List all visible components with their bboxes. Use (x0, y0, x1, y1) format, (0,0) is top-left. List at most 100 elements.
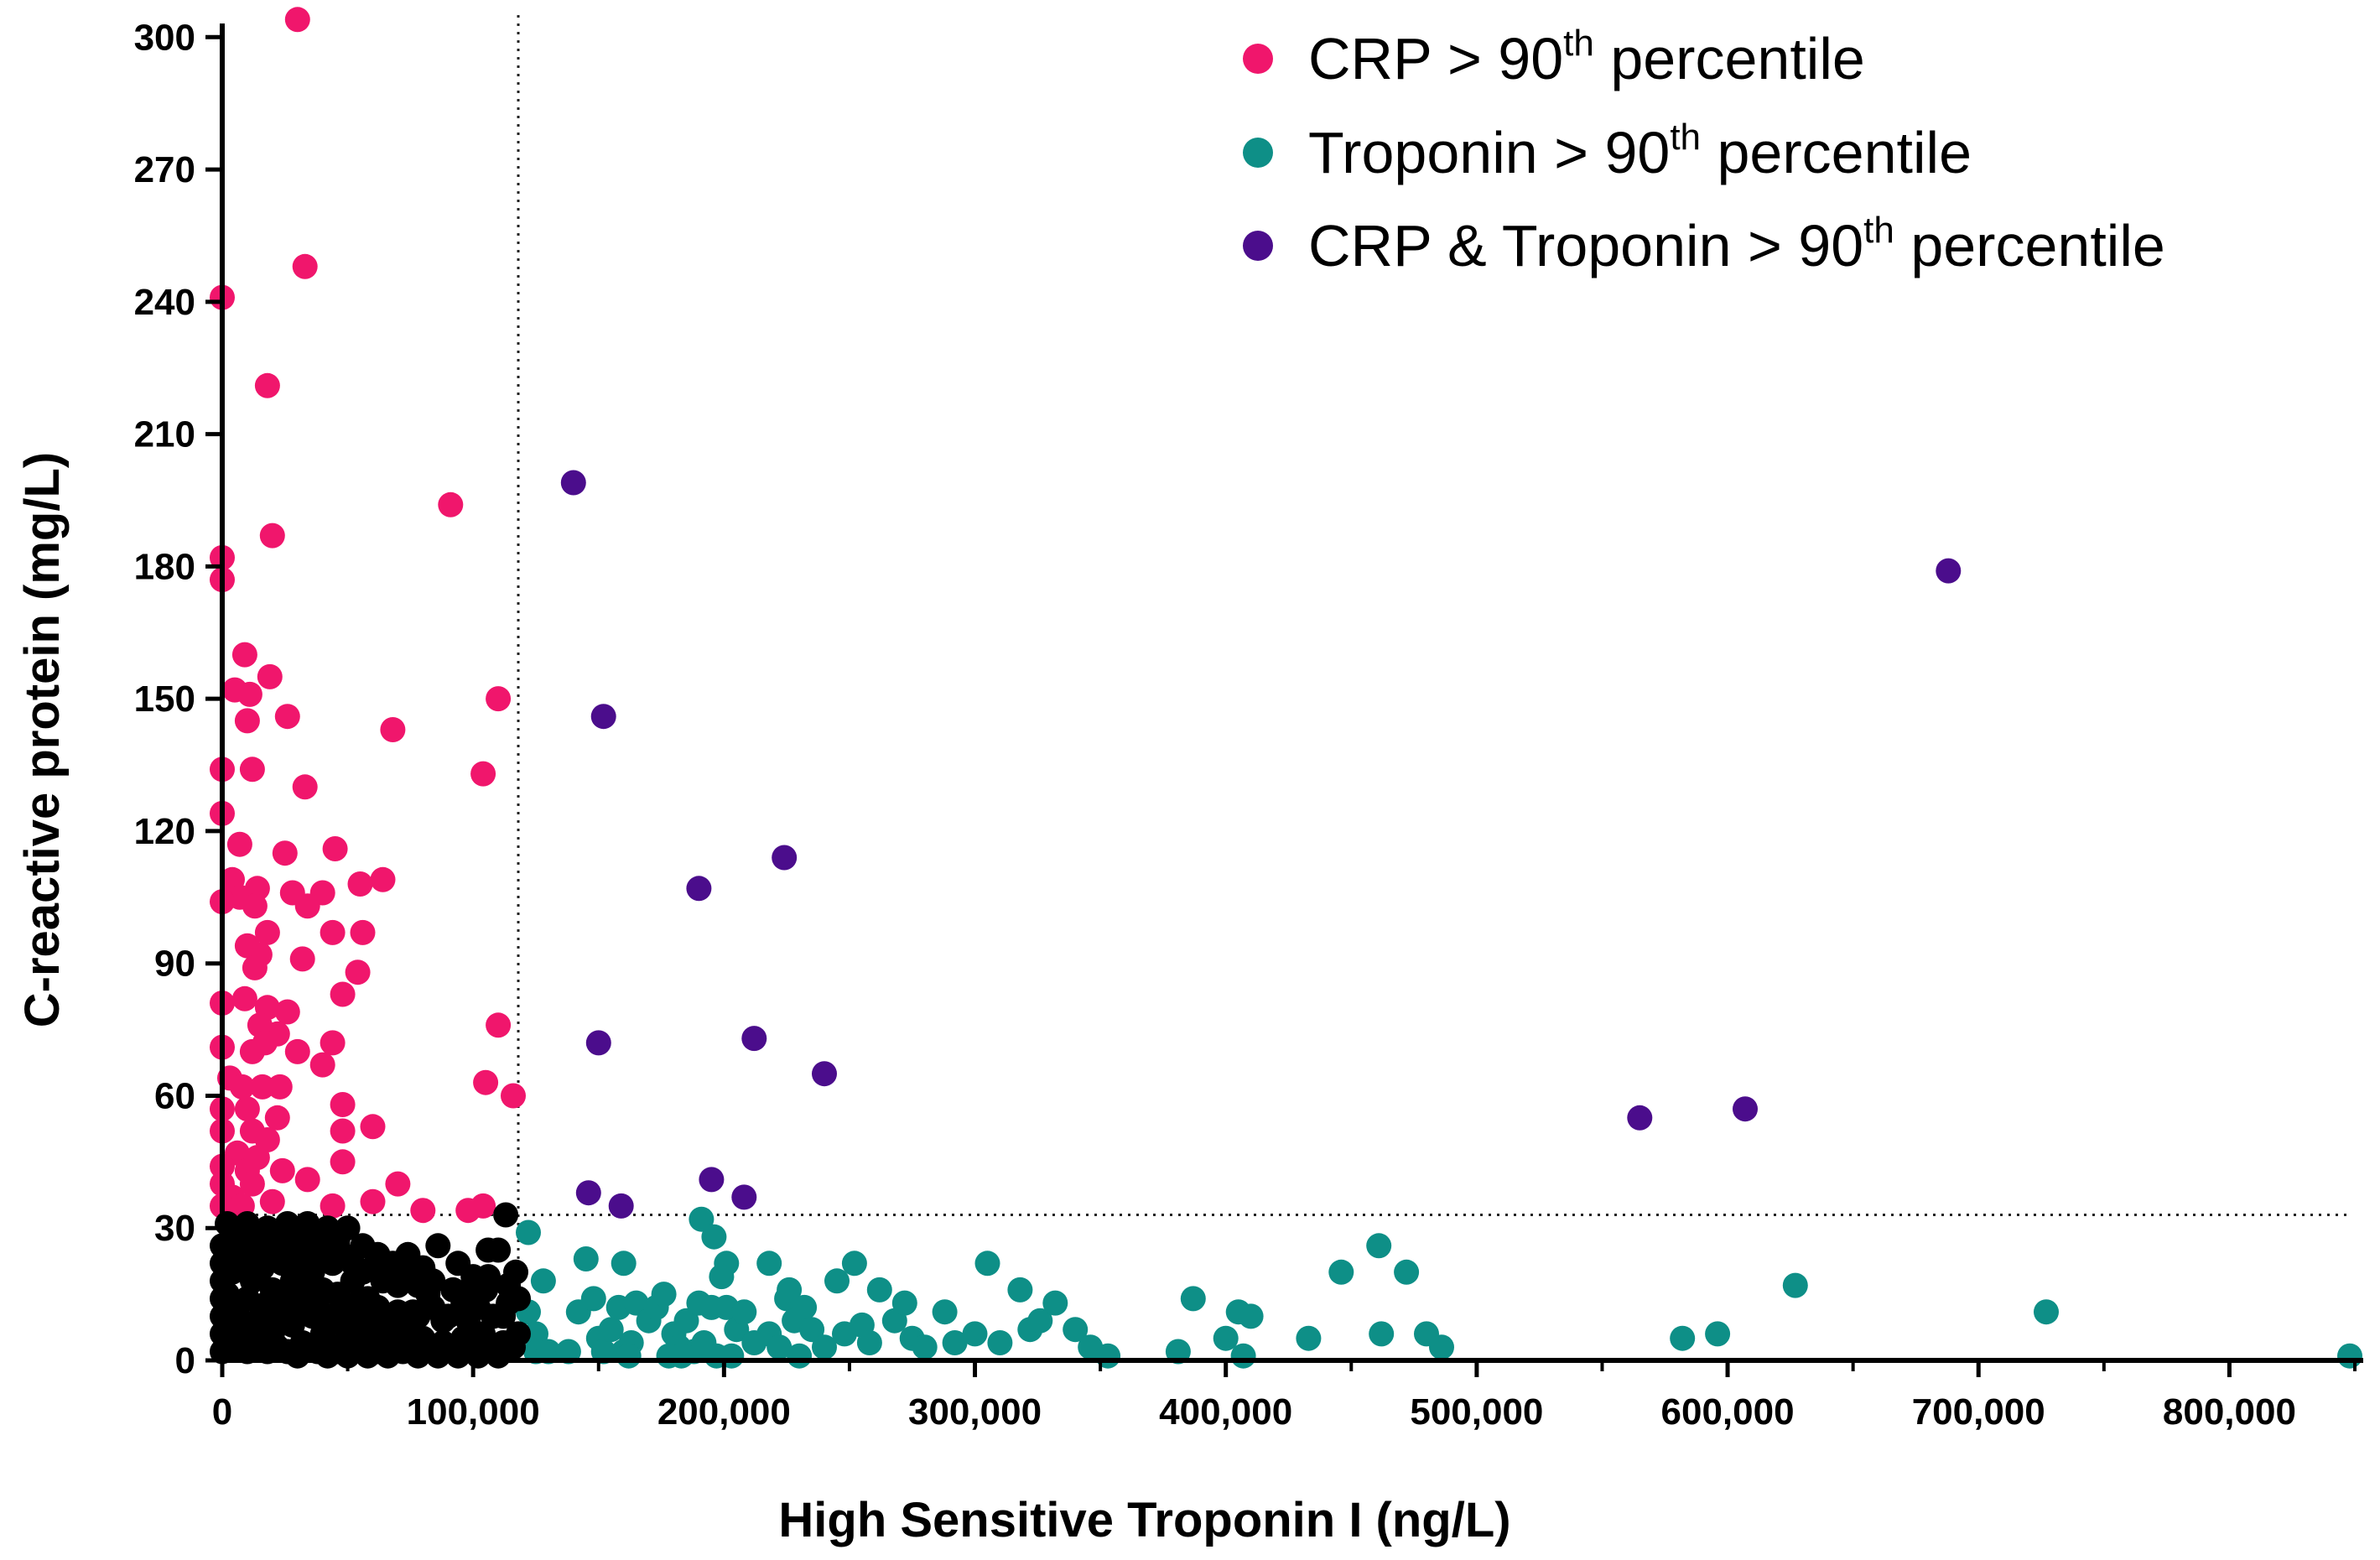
x-tick-label: 200,000 (657, 1391, 791, 1433)
data-point-trop (731, 1299, 757, 1325)
data-point-trop (1230, 1343, 1256, 1369)
y-axis-ticks: 0 30 60 90 120 150 180 210 240 270 300 (134, 17, 222, 1381)
data-point-below (440, 1277, 466, 1303)
data-point-both (608, 1193, 634, 1219)
data-point-below (234, 1286, 260, 1312)
data-point-trop (792, 1294, 818, 1320)
data-point-crp (292, 253, 318, 279)
data-point-trop (573, 1246, 599, 1271)
x-tick-label: 300,000 (908, 1391, 1042, 1433)
data-point-trop (1213, 1325, 1239, 1351)
data-point-crp (269, 1157, 295, 1183)
data-point-trop (942, 1330, 968, 1355)
data-point-crp (231, 985, 257, 1011)
data-point-trop (701, 1224, 727, 1250)
legend-marker (1243, 44, 1273, 74)
data-point-trop (598, 1317, 624, 1343)
data-point-trop (2337, 1343, 2362, 1369)
data-point-crp (242, 954, 268, 980)
data-point-crp (330, 1149, 356, 1175)
data-point-trop (668, 1343, 694, 1369)
data-point-crp (322, 836, 348, 861)
data-point-trop (1238, 1303, 1264, 1329)
y-tick-label: 90 (154, 944, 195, 985)
y-tick-label: 60 (154, 1075, 195, 1116)
series-both (560, 470, 1962, 1219)
data-point-crp (226, 831, 252, 857)
data-point-trop (777, 1277, 803, 1303)
data-point-trop (841, 1251, 867, 1277)
data-point-crp (259, 523, 285, 549)
data-point-trop (580, 1286, 606, 1312)
data-point-below (420, 1268, 446, 1294)
legend-label: CRP > 90th percentile (1308, 23, 1865, 91)
legend-marker (1243, 231, 1273, 261)
data-point-crp (309, 1052, 335, 1078)
data-point-trop (912, 1334, 938, 1360)
data-point-trop (1429, 1334, 1454, 1360)
legend-marker (1243, 138, 1273, 168)
data-point-crp (242, 893, 268, 919)
data-point-trop (1782, 1272, 1808, 1298)
data-point-crp (347, 871, 373, 897)
data-point-trop (1180, 1286, 1206, 1312)
data-point-trop (974, 1251, 1000, 1277)
data-point-trop (616, 1343, 642, 1369)
data-point-crp (294, 1167, 320, 1193)
legend-label: Troponin > 90th percentile (1308, 117, 1972, 185)
data-point-trop (856, 1330, 882, 1355)
data-point-trop (1670, 1325, 1696, 1351)
data-point-crp (272, 840, 298, 866)
x-tick-label: 700,000 (1912, 1391, 2045, 1433)
data-point-both (560, 470, 586, 496)
data-point-trop (1705, 1321, 1731, 1347)
data-point-both (575, 1180, 601, 1206)
data-point-both (590, 704, 616, 730)
data-point-both (731, 1184, 757, 1210)
data-point-below (493, 1202, 519, 1228)
data-point-crp (292, 774, 318, 800)
data-point-both (686, 876, 712, 902)
data-point-crp (470, 1193, 496, 1219)
data-point-below (335, 1215, 361, 1241)
data-point-trop (1394, 1259, 1420, 1285)
data-point-crp (234, 1096, 260, 1122)
data-point-trop (1042, 1290, 1068, 1316)
x-tick-label: 100,000 (407, 1391, 540, 1433)
data-point-below (314, 1303, 340, 1329)
data-point-both (1936, 558, 1962, 584)
data-point-trop (673, 1308, 699, 1334)
series-below (210, 1202, 531, 1369)
data-point-below (460, 1282, 486, 1308)
data-point-crp (254, 372, 280, 398)
data-point-below (506, 1321, 531, 1347)
data-point-crp (264, 1105, 290, 1131)
y-tick-label: 0 (175, 1340, 195, 1381)
data-point-trop (516, 1219, 541, 1245)
legend-item-crp: CRP > 90th percentile (1243, 23, 1865, 91)
data-point-trop (766, 1334, 792, 1360)
y-tick-label: 30 (154, 1208, 195, 1249)
x-axis-title: High Sensitive Troponin I (ng/L) (778, 1493, 1510, 1547)
data-point-trop (987, 1330, 1013, 1355)
data-point-crp (257, 663, 283, 689)
data-point-crp (345, 959, 371, 985)
data-point-below (264, 1308, 290, 1334)
data-point-trop (1369, 1321, 1395, 1347)
data-point-crp (239, 1171, 265, 1197)
data-point-trop (689, 1206, 715, 1232)
data-point-trop (932, 1299, 958, 1325)
y-tick-label: 120 (134, 811, 195, 852)
data-point-crp (320, 919, 346, 945)
data-point-crp (360, 1188, 386, 1214)
data-point-crp (330, 1092, 356, 1117)
data-point-trop (1063, 1317, 1089, 1343)
y-axis-title: C-reactive protein (mg/L) (15, 452, 70, 1027)
data-point-crp (236, 681, 262, 707)
data-point-below (345, 1290, 371, 1316)
data-point-crp (350, 919, 376, 945)
data-point-crp (330, 981, 356, 1007)
y-tick-label: 210 (134, 414, 195, 455)
data-point-crp (259, 1188, 285, 1214)
